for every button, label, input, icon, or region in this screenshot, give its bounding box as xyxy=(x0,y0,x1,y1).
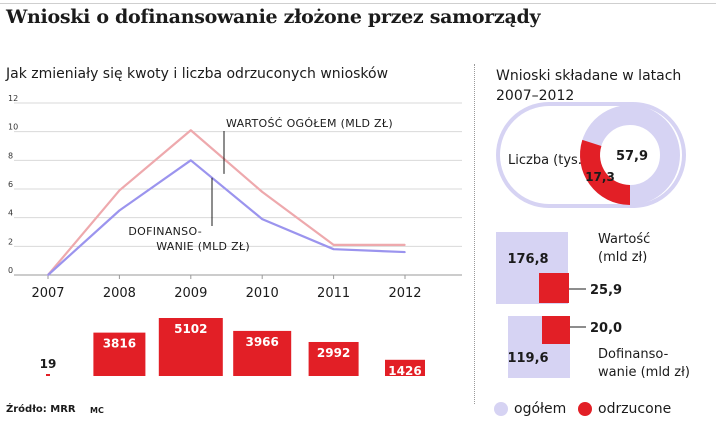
panel-divider xyxy=(474,64,475,404)
value-total-label: 176,8 xyxy=(507,252,548,267)
point-cofinancing xyxy=(332,248,335,250)
rejected-count-label: 1426 xyxy=(388,364,421,378)
series-cofinancing-line xyxy=(47,159,406,276)
y-tick-label: 0 xyxy=(8,266,13,275)
rejected-count-bar xyxy=(93,332,146,376)
count-label: Liczba (tys.) xyxy=(508,153,587,168)
author-initials: MC xyxy=(90,406,104,415)
x-tick-label: 2007 xyxy=(31,286,64,301)
cofin-total-label: 119,6 xyxy=(507,351,548,366)
right-subtitle-line2: 2007–2012 xyxy=(496,88,575,104)
donut-rejected-label: 17,3 xyxy=(585,170,615,184)
series-cofinancing-label-line2: WANIE (MLD ZŁ) xyxy=(156,240,250,253)
point-cofinancing xyxy=(404,251,406,253)
cofin-rejected-square xyxy=(542,316,570,344)
rejected-count-bar xyxy=(233,330,292,376)
y-tick-label: 6 xyxy=(8,180,13,189)
rejected-count-bar xyxy=(385,359,425,376)
rejected-count-label: 3816 xyxy=(103,337,136,351)
rejected-count-bar-chart: 19 3816 5102 3966 2992 1426 xyxy=(40,318,425,378)
legend-label-total: ogółem xyxy=(514,401,567,417)
cofin-rejected-label: 20,0 xyxy=(590,321,622,336)
value-block-label-line2: (mld zł) xyxy=(598,250,647,265)
rejected-count-label: 19 xyxy=(40,357,57,371)
legend-swatch-rejected xyxy=(578,402,592,416)
point-total xyxy=(404,244,406,246)
y-tick-label: 8 xyxy=(8,151,13,160)
x-tick-label: 2010 xyxy=(246,286,279,301)
cofin-block-label-line2: wanie (mld zł) xyxy=(598,365,690,380)
value-rejected-label: 25,9 xyxy=(590,283,622,298)
summary-panel: Liczba (tys.) 57,917,3 176,8 25,9 Wartość (ml… xyxy=(496,102,690,380)
series-cofinancing-label-line1: DOFINANSO- xyxy=(128,225,202,238)
rejected-count-label: 5102 xyxy=(174,322,207,336)
y-tick-label: 4 xyxy=(8,209,13,218)
legend-label-rejected: odrzucone xyxy=(598,401,672,417)
value-rejected-square xyxy=(539,273,569,303)
rejected-count-bar xyxy=(158,318,223,376)
y-tick-label: 12 xyxy=(8,94,18,103)
donut-total-label: 57,9 xyxy=(616,149,648,164)
point-cofinancing xyxy=(261,218,264,220)
page-title: Wnioski o dofinansowanie złożone przez s… xyxy=(6,6,541,28)
rejected-count-bar xyxy=(308,341,359,376)
y-tick-label: 10 xyxy=(8,123,18,132)
point-total xyxy=(261,191,264,193)
point-cofinancing xyxy=(47,274,49,276)
line-chart: 0 2 4 6 8 10 12 2007 2008 2009 2010 2011 2012 WARTOŚĆ… xyxy=(8,94,462,301)
rejected-count-bar xyxy=(46,374,50,376)
y-tick-label: 2 xyxy=(8,237,13,246)
x-tick-label: 2008 xyxy=(103,286,136,301)
x-tick-label: 2009 xyxy=(174,286,207,301)
right-subtitle: Wnioski składane w latach 2007–2012 xyxy=(496,66,681,106)
right-subtitle-line1: Wnioski składane w latach xyxy=(496,68,682,84)
point-cofinancing xyxy=(190,159,192,162)
donut-rejected-slice xyxy=(580,139,630,205)
legend-swatch-total xyxy=(494,402,508,416)
series-total-line xyxy=(47,129,405,276)
source-note: Źródło: MRR xyxy=(6,404,76,415)
rejected-count-label: 2992 xyxy=(317,346,350,360)
value-block-label-line1: Wartość xyxy=(598,232,650,247)
top-rule xyxy=(0,3,716,4)
x-tick-label: 2011 xyxy=(317,286,350,301)
legend-item-rejected: odrzucone xyxy=(578,398,671,420)
series-total-label: WARTOŚĆ OGÓŁEM (MLD ZŁ) xyxy=(226,117,393,130)
left-subtitle: Jak zmieniały się kwoty i liczba odrzuco… xyxy=(6,66,389,82)
point-total xyxy=(332,244,335,246)
cofin-block-label-line1: Dofinanso- xyxy=(598,347,669,362)
point-total xyxy=(118,189,121,192)
rejected-count-label: 3966 xyxy=(245,335,278,349)
point-total xyxy=(190,129,192,132)
point-cofinancing xyxy=(118,209,121,212)
legend-item-total: ogółem xyxy=(494,398,566,420)
x-tick-label: 2012 xyxy=(388,286,421,301)
